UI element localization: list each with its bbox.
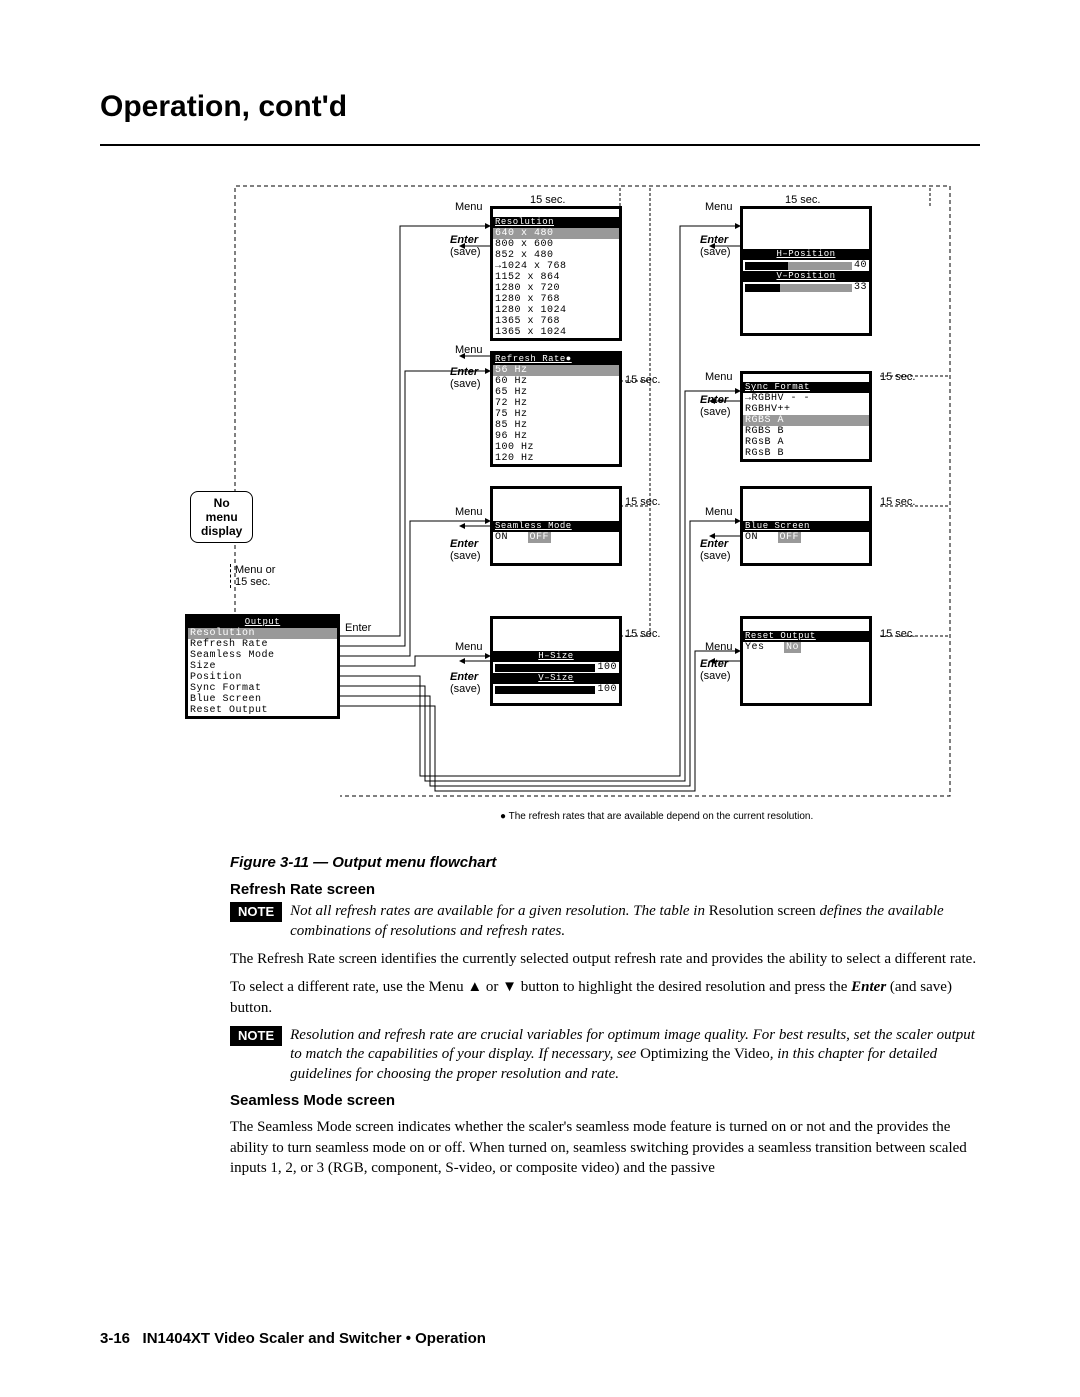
seamless-screen: Seamless Mode ON OFF	[490, 486, 622, 566]
menu-lbl7: Menu	[705, 506, 733, 518]
enter-save-lbl: Enter(save)	[450, 234, 481, 258]
enter-save-lbl8: Enter(save)	[700, 658, 731, 682]
position-screen: H–Position 40 V–Position 33	[740, 206, 872, 336]
reset-screen: Reset Output Yes No	[740, 616, 872, 706]
sync-screen: Sync Format →RGBHV - - RGBHV++ RGBS A RG…	[740, 371, 872, 462]
no-menu-display-bubble: No menu display	[190, 491, 253, 543]
menu-lbl6: Menu	[705, 371, 733, 383]
sec-lbl3: 15 sec.	[625, 496, 660, 508]
menu-lbl2: Menu	[455, 344, 483, 356]
menu-lbl5: Menu	[705, 201, 733, 213]
sec-lbl6: 15 sec.	[880, 371, 915, 383]
enter-save-lbl5: Enter(save)	[700, 234, 731, 258]
enter-save-lbl7: Enter(save)	[700, 538, 731, 562]
enter-save-lbl4: Enter(save)	[450, 671, 481, 695]
enter-save-lbl3: Enter(save)	[450, 538, 481, 562]
sec-lbl4: 15 sec.	[625, 628, 660, 640]
seamless-heading: Seamless Mode screen	[230, 1092, 980, 1109]
blue-screen: Blue Screen ON OFF	[740, 486, 872, 566]
sec-lbl: 15 sec.	[530, 194, 565, 206]
note-badge: NOTE	[230, 902, 282, 922]
menu-lbl: Menu	[455, 201, 483, 213]
enter-save-lbl2: Enter(save)	[450, 366, 481, 390]
p2: To select a different rate, use the Menu…	[230, 977, 980, 1018]
note-1: NOTE Not all refresh rates are available…	[230, 902, 980, 941]
page-title: Operation, cont'd	[100, 90, 980, 124]
sec-lbl7: 15 sec.	[880, 496, 915, 508]
sec-lbl2: 15 sec.	[625, 374, 660, 386]
resolution-screen: Resolution 640 x 480 800 x 600 852 x 480…	[490, 206, 622, 341]
size-screen: H–Size 100 V–Size 100	[490, 616, 622, 706]
menu-lbl8: Menu	[705, 641, 733, 653]
p1: The Refresh Rate screen identifies the c…	[230, 949, 980, 969]
page-footer: 3-16 IN1404XT Video Scaler and Switcher …	[100, 1330, 486, 1347]
figure-caption: Figure 3-11 — Output menu flowchart	[230, 854, 980, 871]
menu-lbl4: Menu	[455, 641, 483, 653]
flowchart-figure: No menu display Output Resolution Refres…	[100, 176, 970, 836]
refresh-screen: Refresh Rate● 56 Hz 60 Hz 65 Hz 72 Hz 75…	[490, 351, 622, 467]
output-menu-screen: Output Resolution Refresh Rate Seamless …	[185, 614, 340, 719]
refresh-rate-heading: Refresh Rate screen	[230, 881, 980, 898]
sec-lbl8: 15 sec.	[880, 628, 915, 640]
p3: The Seamless Mode screen indicates wheth…	[230, 1117, 980, 1178]
menu-lbl3: Menu	[455, 506, 483, 518]
divider	[100, 144, 980, 146]
menu-or-15-lbl: Menu or 15 sec.	[230, 564, 275, 588]
note-badge-2: NOTE	[230, 1026, 282, 1046]
footnote: ● The refresh rates that are available d…	[500, 811, 813, 822]
enter-save-lbl6: Enter(save)	[700, 394, 731, 418]
sec-lbl5: 15 sec.	[785, 194, 820, 206]
enter-lbl: Enter	[345, 622, 371, 634]
note-2: NOTE Resolution and refresh rate are cru…	[230, 1026, 980, 1085]
